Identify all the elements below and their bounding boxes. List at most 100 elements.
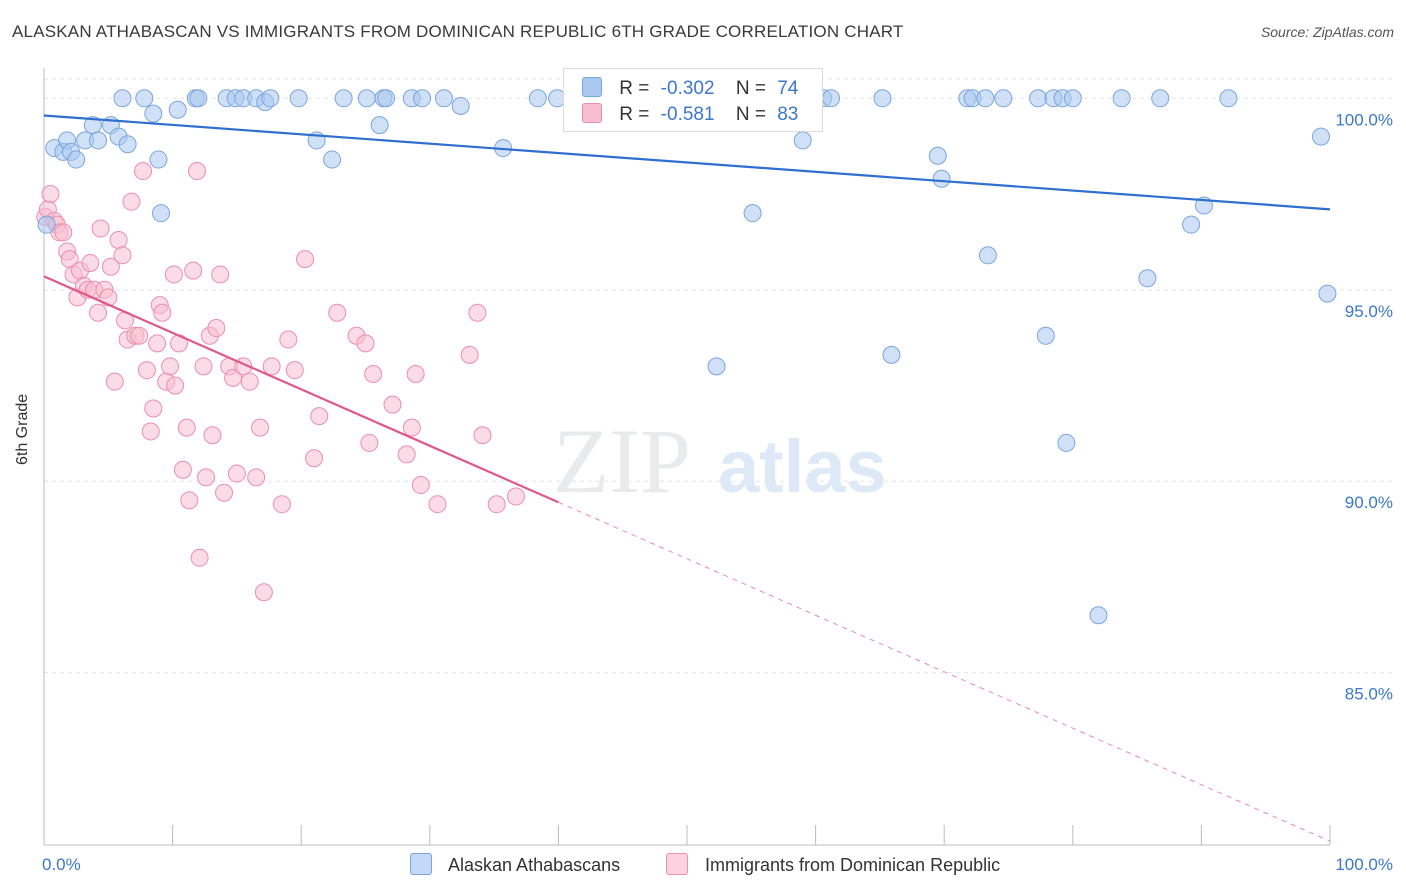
data-point-blue xyxy=(882,345,901,364)
data-point-pink xyxy=(173,460,192,479)
data-point-blue xyxy=(994,89,1013,108)
y-tick-labels: 85.0% 90.0% 95.0% 100.0% xyxy=(1335,110,1393,703)
data-point-pink xyxy=(240,372,259,391)
data-point-pink xyxy=(296,250,315,269)
data-point-pink xyxy=(473,426,492,445)
data-point-pink xyxy=(215,483,234,502)
y-tick-label: 90.0% xyxy=(1345,493,1393,512)
data-point-pink xyxy=(406,365,425,383)
data-point-pink xyxy=(460,345,479,364)
data-point-pink xyxy=(190,548,209,567)
x-tick-label: 100.0% xyxy=(1335,855,1393,874)
data-point-blue xyxy=(873,89,892,108)
data-point-pink xyxy=(130,326,149,345)
data-point-pink xyxy=(99,288,118,307)
watermark-atlas: atlas xyxy=(718,425,887,508)
data-point-blue xyxy=(1089,606,1108,625)
trend-line-pink xyxy=(43,275,559,504)
data-point-pink xyxy=(153,303,172,322)
data-point-blue xyxy=(67,150,86,169)
x-tick-labels: 0.0% 100.0% xyxy=(42,855,1393,874)
data-point-pink xyxy=(166,376,185,395)
data-point-blue xyxy=(1112,89,1131,108)
legend-item-immigrants-dominican-republic[interactable]: Immigrants from Dominican Republic xyxy=(666,853,1000,876)
data-point-pink xyxy=(383,395,402,414)
y-tick-label: 95.0% xyxy=(1345,302,1393,321)
data-point-blue xyxy=(37,215,56,234)
data-point-pink xyxy=(137,361,156,380)
data-point-blue xyxy=(1219,89,1238,108)
legend-item-alaskan-athabascans[interactable]: Alaskan Athabascans xyxy=(410,853,620,876)
data-point-pink xyxy=(251,418,270,437)
legend-swatch-pink xyxy=(666,853,688,875)
trend-lines xyxy=(43,114,1331,842)
legend-n-label: N = xyxy=(735,78,766,99)
data-point-pink xyxy=(356,334,375,353)
data-point-blue xyxy=(323,150,342,169)
chart-title: ALASKAN ATHABASCAN VS IMMIGRANTS FROM DO… xyxy=(12,22,904,41)
data-point-pink xyxy=(310,407,329,426)
data-point-blue xyxy=(168,100,187,119)
data-point-pink xyxy=(164,265,183,284)
stats-legend: R = -0.302 N = 74 R = -0.581 N = 83 xyxy=(563,68,823,132)
data-point-blue xyxy=(434,89,453,108)
data-point-blue xyxy=(357,89,376,108)
data-point-pink xyxy=(254,583,273,602)
data-point-blue xyxy=(793,131,812,150)
legend-r-value-pink: -0.581 xyxy=(660,104,715,125)
data-point-pink xyxy=(203,426,222,445)
data-point-pink xyxy=(487,495,506,514)
legend-row-blue: R = -0.302 N = 74 xyxy=(582,77,798,99)
data-point-pink xyxy=(122,192,141,211)
data-point-pink xyxy=(197,468,216,487)
data-point-blue xyxy=(1057,433,1076,452)
data-point-blue xyxy=(451,96,470,115)
data-point-blue xyxy=(144,104,163,123)
legend-swatch-pink xyxy=(582,103,602,123)
data-point-blue xyxy=(1063,89,1082,108)
data-point-pink xyxy=(397,445,416,464)
data-point-pink xyxy=(141,422,160,441)
data-point-pink xyxy=(227,464,246,483)
series-immigrants-dominican-republic xyxy=(36,162,525,602)
data-point-blue xyxy=(370,116,389,135)
data-point-pink xyxy=(41,185,60,204)
data-point-pink xyxy=(402,418,421,437)
data-point-blue xyxy=(1151,89,1170,108)
legend-n-value-pink: 83 xyxy=(777,104,799,125)
data-point-blue xyxy=(928,146,947,165)
data-point-pink xyxy=(211,265,230,284)
data-point-blue xyxy=(707,357,726,376)
data-point-pink xyxy=(54,223,73,242)
trend-line-blue xyxy=(43,114,1331,211)
trend-line-pink-extension xyxy=(558,501,1331,842)
x-tick-label: 0.0% xyxy=(42,855,81,874)
data-point-pink xyxy=(161,357,180,376)
legend-label-alaskan-athabascans: Alaskan Athabascans xyxy=(448,855,621,875)
data-point-pink xyxy=(411,476,430,495)
legend-r-label: R = xyxy=(619,104,650,125)
legend-r-label: R = xyxy=(619,78,650,99)
data-point-blue xyxy=(822,89,841,108)
data-point-blue xyxy=(1182,215,1201,234)
data-point-blue xyxy=(189,89,208,108)
data-point-pink xyxy=(328,303,347,322)
data-point-pink xyxy=(177,418,196,437)
data-point-blue xyxy=(932,169,951,188)
data-point-blue xyxy=(113,89,132,108)
data-point-blue xyxy=(118,135,137,154)
data-point-pink xyxy=(305,449,324,468)
legend-n-value-blue: 74 xyxy=(777,78,799,99)
data-point-pink xyxy=(188,162,207,181)
data-point-pink xyxy=(247,468,266,487)
legend-n-label: N = xyxy=(735,104,766,125)
legend-swatch-blue xyxy=(410,853,432,875)
data-point-pink xyxy=(506,487,525,506)
data-point-blue xyxy=(1311,127,1330,146)
legend-row-pink: R = -0.581 N = 83 xyxy=(582,103,798,125)
data-point-blue xyxy=(1318,284,1337,303)
data-point-pink xyxy=(468,303,487,322)
data-point-pink xyxy=(279,330,298,349)
y-tick-label: 100.0% xyxy=(1335,110,1393,129)
